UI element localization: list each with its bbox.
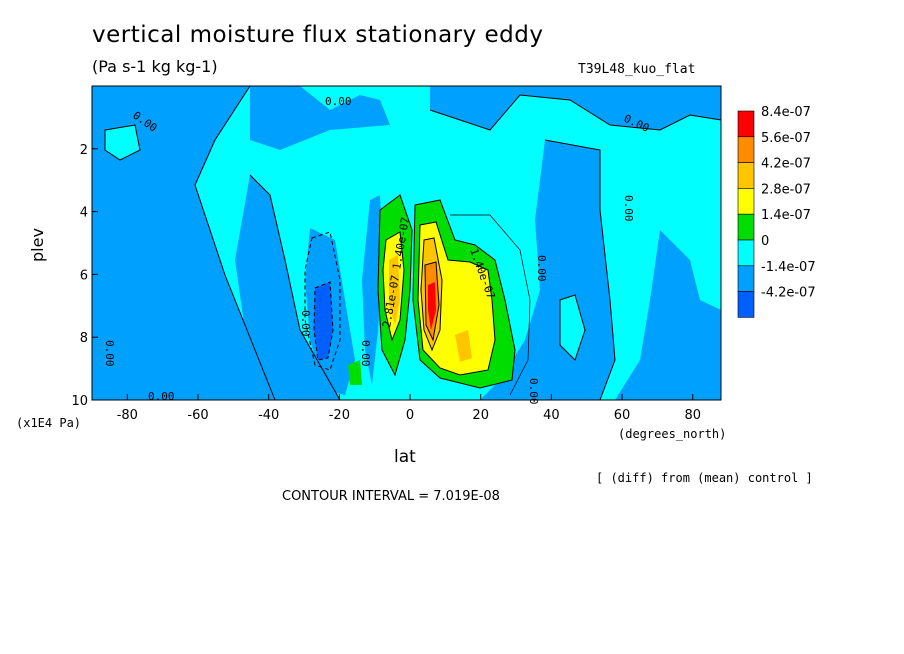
legend-label: 1.4e-07 [761, 208, 811, 223]
legend-label: 2.8e-07 [761, 182, 811, 197]
x-tick-label: 80 [684, 408, 701, 423]
diff-note: [ (diff) from (mean) control ] [596, 471, 813, 485]
chart-title: vertical moisture flux stationary eddy [92, 22, 544, 48]
x-axis-label: lat [394, 447, 416, 467]
legend-label: 4.2e-07 [761, 157, 811, 172]
x-tick-label: 20 [472, 408, 489, 423]
legend-swatch [737, 265, 755, 292]
x-tick-label: -20 [329, 408, 350, 423]
x-tick-label: -40 [258, 408, 279, 423]
legend-swatch [737, 213, 755, 241]
negative-core [314, 282, 333, 360]
x-axis-units: (degrees_north) [618, 427, 727, 441]
y-tick-label: 10 [71, 394, 88, 409]
x-tick-label: 0 [406, 408, 414, 423]
legend-swatch [737, 110, 755, 138]
zero-patches [105, 125, 585, 360]
x-tick-label: -80 [117, 408, 138, 423]
legend-label: -4.2e-07 [761, 286, 816, 301]
legend: 8.4e-07 5.6e-07 4.2e-07 2.8e-07 1.4e-07 0 -1.4… [737, 105, 816, 318]
y-tick-label: 4 [80, 206, 88, 221]
positive-core [428, 282, 436, 330]
legend-label: -1.4e-07 [761, 260, 816, 275]
contour-interval: CONTOUR INTERVAL = 7.019E-08 [282, 489, 500, 504]
contour-label: 0.00 [622, 195, 635, 222]
legend-label: 0 [761, 234, 769, 249]
legend-swatch [737, 188, 755, 215]
x-tick-label: 40 [543, 408, 560, 423]
x-axis: -80 -60 -40 -20 0 20 40 60 80 [117, 394, 701, 423]
x-tick-label: 60 [614, 408, 631, 423]
legend-label: 5.6e-07 [761, 131, 811, 146]
contour-lines [104, 85, 722, 401]
y-axis-units: (x1E4 Pa) [16, 416, 82, 430]
x-tick-label: -60 [187, 408, 208, 423]
y-tick-label: 8 [80, 331, 88, 346]
contour-label: 0.00 [359, 340, 372, 367]
contour-label: 0.00 [535, 255, 548, 282]
legend-swatch [737, 291, 755, 318]
legend-swatch [737, 136, 755, 163]
contour-label: 0.00 [299, 310, 312, 337]
legend-swatch [737, 239, 755, 267]
plot-frame [91, 85, 722, 401]
plot-area: 0.00 0.00 0.00 0.00 0.00 0.00 0.00 0.00 … [91, 85, 722, 405]
contour-label: 0.00 [103, 340, 116, 367]
legend-label: 8.4e-07 [761, 105, 811, 120]
run-name: T39L48_kuo_flat [578, 62, 696, 77]
y-tick-label: 6 [80, 268, 88, 283]
contour-label: 0.00 [527, 378, 540, 405]
chart-units: (Pa s-1 kg kg-1) [92, 57, 218, 76]
y-axis-label: plev [28, 228, 47, 262]
y-axis: 2 4 6 8 10 [71, 143, 98, 409]
negative-contours [304, 231, 341, 371]
y-tick-label: 2 [80, 143, 88, 158]
contour-label: 0.00 [148, 390, 175, 403]
contour-label: 0.00 [325, 95, 352, 108]
legend-swatch [737, 162, 755, 189]
